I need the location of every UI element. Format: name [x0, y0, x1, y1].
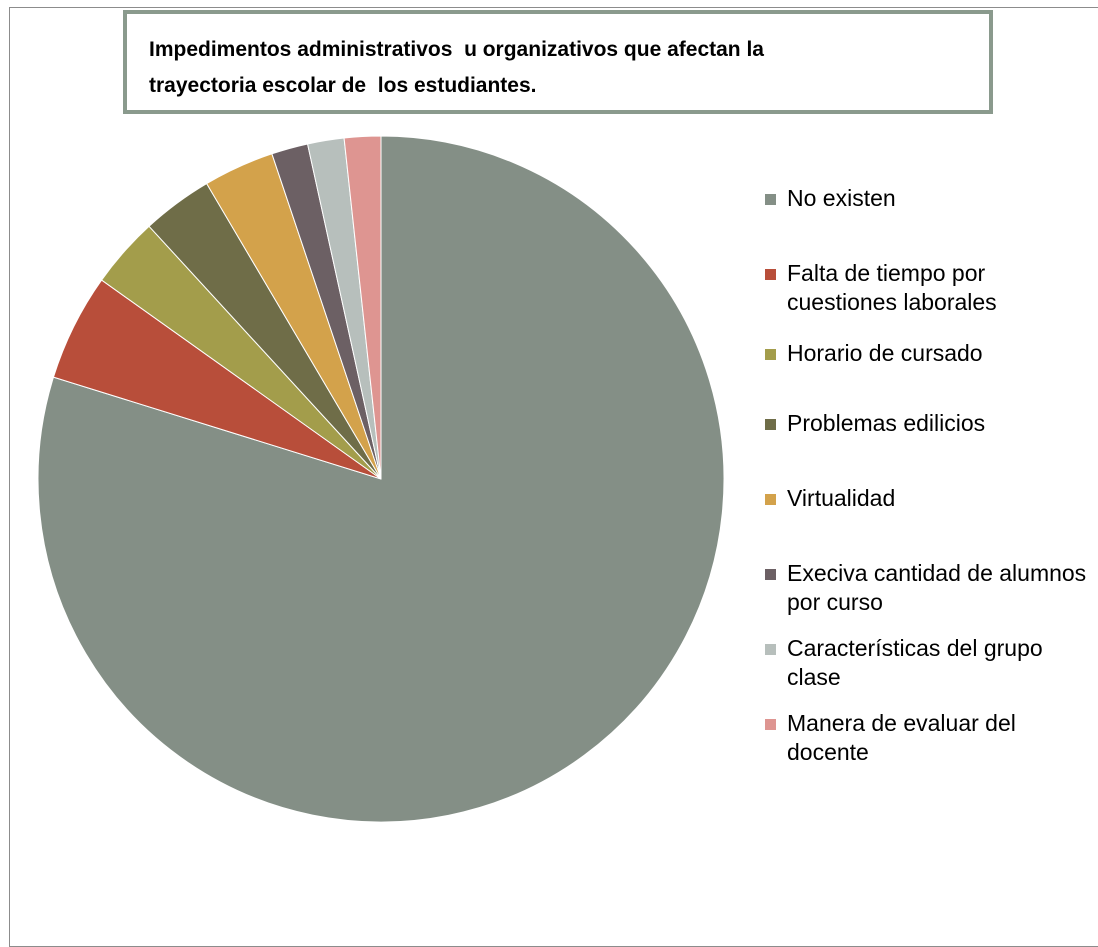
legend-swatch-5 — [765, 569, 776, 580]
legend-label-6: Características del grupo clase — [787, 635, 1043, 690]
legend-label-3: Problemas edilicios — [787, 410, 986, 436]
legend-swatch-4 — [765, 494, 776, 505]
legend-swatch-0 — [765, 194, 776, 205]
pie-slice-7 — [343, 135, 382, 480]
legend-swatch-2 — [765, 349, 776, 360]
chart-title-line-2: trayectoria escolar de los estudiantes. — [149, 74, 537, 97]
legend-label-7: Manera de evaluar del docente — [787, 710, 1016, 765]
legend-label-5: Execiva cantidad de alumnos por curso — [787, 560, 1087, 615]
legend-label-4: Virtualidad — [787, 485, 896, 511]
legend-label-1: Falta de tiempo por cuestiones laborales — [787, 260, 997, 315]
legend-label-0: No existen — [787, 185, 896, 211]
legend-swatch-3 — [765, 419, 776, 430]
legend-swatch-1 — [765, 269, 776, 280]
chart-title-box: Impedimentos administrativos u organizat… — [123, 10, 993, 114]
chart-title-line-1: Impedimentos administrativos u organizat… — [149, 38, 764, 61]
legend-swatch-7 — [765, 719, 776, 730]
legend-swatch-6 — [765, 644, 776, 655]
legend-label-2: Horario de cursado — [787, 340, 983, 366]
